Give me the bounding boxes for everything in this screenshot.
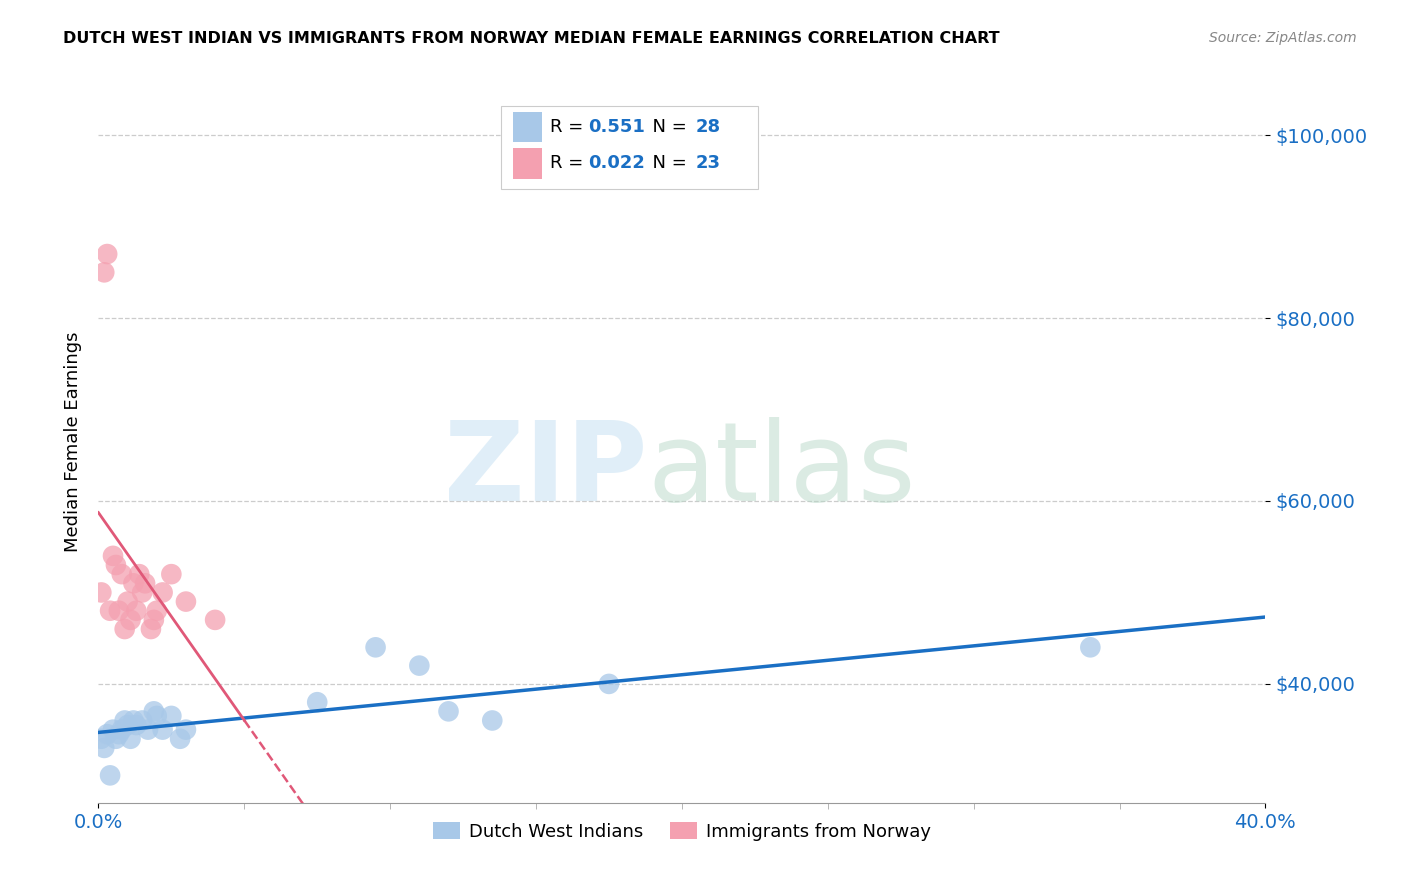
Point [169, 731, 191, 746]
Point [122, 714, 145, 728]
Point [160, 709, 183, 723]
Point [142, 704, 165, 718]
Point [98, 768, 121, 782]
Point [131, 585, 153, 599]
FancyBboxPatch shape [501, 105, 758, 189]
Point [90, 731, 112, 746]
Point [108, 604, 131, 618]
Point [146, 604, 169, 618]
Text: R =: R = [550, 154, 589, 172]
Point [98, 604, 121, 618]
Point [134, 576, 156, 591]
Point [128, 567, 150, 582]
Point [104, 731, 127, 746]
Point [204, 613, 226, 627]
Point [437, 704, 460, 718]
Point [125, 604, 148, 618]
Text: R =: R = [550, 119, 589, 136]
Point [152, 723, 174, 737]
Text: 23: 23 [696, 154, 721, 172]
FancyBboxPatch shape [513, 148, 541, 178]
Point [481, 714, 503, 728]
Point [93, 740, 115, 755]
Point [598, 677, 620, 691]
Point [364, 640, 387, 655]
Point [96, 727, 118, 741]
Point [101, 723, 124, 737]
Point [96, 247, 118, 261]
Point [111, 723, 134, 737]
Point [114, 622, 136, 636]
Point [152, 585, 174, 599]
Text: ZIP: ZIP [443, 417, 647, 524]
Point [131, 714, 153, 728]
Point [307, 695, 329, 709]
Text: 28: 28 [696, 119, 721, 136]
Point [111, 567, 134, 582]
Legend: Dutch West Indians, Immigrants from Norway: Dutch West Indians, Immigrants from Norw… [426, 815, 938, 848]
Text: N =: N = [641, 154, 693, 172]
Point [117, 594, 139, 608]
Point [114, 714, 136, 728]
Point [120, 613, 142, 627]
Point [122, 576, 145, 591]
Point [1080, 640, 1102, 655]
Point [146, 709, 169, 723]
Point [408, 658, 430, 673]
Text: 0.551: 0.551 [589, 119, 645, 136]
Point [120, 731, 142, 746]
Point [142, 613, 165, 627]
Point [104, 558, 127, 572]
Point [136, 723, 159, 737]
Text: DUTCH WEST INDIAN VS IMMIGRANTS FROM NORWAY MEDIAN FEMALE EARNINGS CORRELATION C: DUTCH WEST INDIAN VS IMMIGRANTS FROM NOR… [63, 31, 1000, 46]
Point [117, 718, 139, 732]
Point [90, 585, 112, 599]
Point [174, 594, 197, 608]
Text: atlas: atlas [647, 417, 915, 524]
Point [101, 549, 124, 563]
Point [174, 723, 197, 737]
Point [93, 265, 115, 279]
Text: 0.022: 0.022 [589, 154, 645, 172]
Text: N =: N = [641, 119, 693, 136]
Text: Source: ZipAtlas.com: Source: ZipAtlas.com [1209, 31, 1357, 45]
Point [139, 622, 162, 636]
Point [125, 718, 148, 732]
Y-axis label: Median Female Earnings: Median Female Earnings [63, 331, 82, 552]
FancyBboxPatch shape [513, 112, 541, 143]
Point [108, 727, 131, 741]
Point [160, 567, 183, 582]
